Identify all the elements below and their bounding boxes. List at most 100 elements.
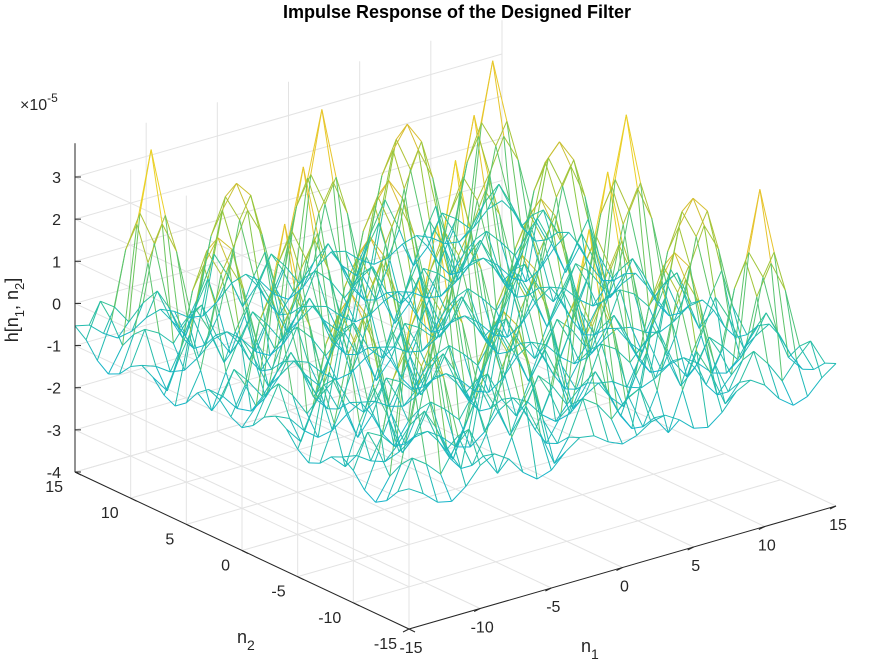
- y-tick-label: -5: [271, 584, 285, 601]
- mesh-line-n1: [362, 345, 376, 381]
- mesh-line-n1: [548, 158, 562, 186]
- mesh-line-n1: [615, 180, 629, 212]
- mesh-line-n1: [412, 458, 426, 464]
- mesh-line-n1: [396, 139, 410, 169]
- mesh-line-n1: [811, 341, 825, 363]
- mesh-line-n1: [683, 352, 697, 391]
- mesh-line-n1: [422, 142, 436, 206]
- y-axis-label: n2: [237, 627, 255, 653]
- mesh-line-n1: [785, 290, 799, 346]
- mesh-line-n1: [617, 327, 631, 328]
- mesh-line-n2: [749, 189, 760, 252]
- mesh-line-n2: [407, 124, 418, 150]
- mesh-line-n2: [725, 392, 736, 404]
- y-tick-label: -15: [374, 636, 397, 653]
- mesh-line-n2: [760, 189, 771, 263]
- mesh-line-n2: [175, 403, 186, 406]
- mesh-line-n1: [270, 343, 284, 356]
- mesh-line-n1: [658, 331, 672, 361]
- mesh-line-n1: [717, 375, 731, 395]
- mesh-line-n1: [145, 329, 159, 333]
- mesh-line-n1: [623, 436, 637, 445]
- floor-grid-line: [353, 480, 780, 603]
- mesh-line-n1: [696, 237, 710, 297]
- mesh-line-n2: [336, 177, 347, 213]
- mesh-line-n2: [668, 227, 679, 252]
- x-tick-label: 15: [829, 517, 847, 534]
- mesh-line-n1: [556, 166, 570, 198]
- mesh-line-n1: [668, 390, 682, 433]
- mesh-line-n2: [319, 213, 330, 280]
- mesh-line-n1: [370, 301, 384, 315]
- mesh-line-n2: [621, 416, 632, 428]
- mesh-line-n2: [679, 227, 690, 266]
- mesh-line-n2: [548, 142, 559, 158]
- mesh-line-n2: [498, 459, 509, 474]
- y-tick-label: 5: [165, 531, 174, 548]
- x-tick-label: -5: [546, 599, 560, 616]
- mesh-line-n2: [611, 419, 622, 444]
- mesh-line-n2: [264, 416, 275, 417]
- mesh-line-n1: [403, 199, 417, 264]
- mesh-line-n1: [822, 364, 836, 378]
- mesh-line-n2: [615, 115, 626, 180]
- mesh-line-n1: [689, 266, 703, 327]
- mesh-line-n1: [186, 370, 200, 403]
- mesh-line-n1: [574, 160, 588, 220]
- x-tick-label: -15: [399, 640, 422, 657]
- mesh-line-n1: [356, 456, 370, 461]
- mesh-line-n1: [641, 378, 655, 388]
- mesh-line-n1: [627, 387, 641, 388]
- mesh-line-n2: [592, 341, 603, 354]
- mesh-line-n2: [632, 427, 643, 429]
- mesh-line-n2: [537, 158, 548, 218]
- mesh-line-n2: [669, 313, 680, 316]
- z-tick-label: -2: [47, 381, 61, 398]
- mesh-line-n2: [131, 365, 142, 366]
- mesh-line-n2: [482, 61, 493, 123]
- z-tick-label: 1: [52, 254, 61, 271]
- mesh-line-n2: [811, 341, 822, 378]
- mesh-line-n2: [261, 369, 272, 371]
- mesh-line-n2: [535, 240, 546, 241]
- x-tick-mark: [403, 629, 409, 632]
- mesh-line-n1: [112, 250, 126, 321]
- mesh-line-n2: [641, 183, 652, 218]
- mesh-line-n2: [298, 449, 309, 463]
- mesh-line-n1: [719, 249, 733, 306]
- mesh-line-n1: [177, 251, 191, 313]
- mesh-line-n2: [719, 249, 730, 319]
- y-tick-mark: [186, 524, 192, 527]
- mesh-line-n2: [625, 273, 636, 274]
- mesh-line-n1: [583, 399, 597, 405]
- mesh-line-n1: [142, 365, 156, 366]
- mesh-line-n1: [808, 378, 822, 397]
- mesh-line-n2: [461, 465, 472, 468]
- mesh-line-n1: [744, 326, 758, 349]
- mesh-line-n1: [331, 251, 345, 252]
- mesh-line-n1: [723, 347, 737, 360]
- mesh-line-n1: [760, 189, 774, 252]
- mesh-line-n1: [480, 240, 494, 268]
- mesh-line-n1: [392, 227, 406, 291]
- mesh-line-n2: [86, 340, 97, 361]
- mesh-line-n1: [694, 427, 708, 428]
- mesh-line-n1: [682, 212, 696, 237]
- mesh-line-n2: [695, 368, 706, 385]
- mesh-line-n1: [404, 150, 418, 189]
- mesh-line-n1: [665, 415, 679, 420]
- mesh-line-n2: [412, 458, 423, 494]
- mesh-line-n2: [769, 324, 780, 336]
- mesh-line-n1: [322, 109, 336, 177]
- mesh-line-n1: [140, 213, 154, 243]
- mesh-line-n2: [688, 307, 699, 329]
- mesh-line-n2: [707, 211, 718, 249]
- mesh-line-n1: [681, 368, 695, 386]
- mesh-line-n1: [620, 290, 634, 294]
- mesh-line-n1: [237, 409, 251, 412]
- mesh-line-n1: [75, 325, 89, 326]
- mesh-line-n2: [796, 359, 807, 396]
- mesh-line-n1: [408, 351, 422, 352]
